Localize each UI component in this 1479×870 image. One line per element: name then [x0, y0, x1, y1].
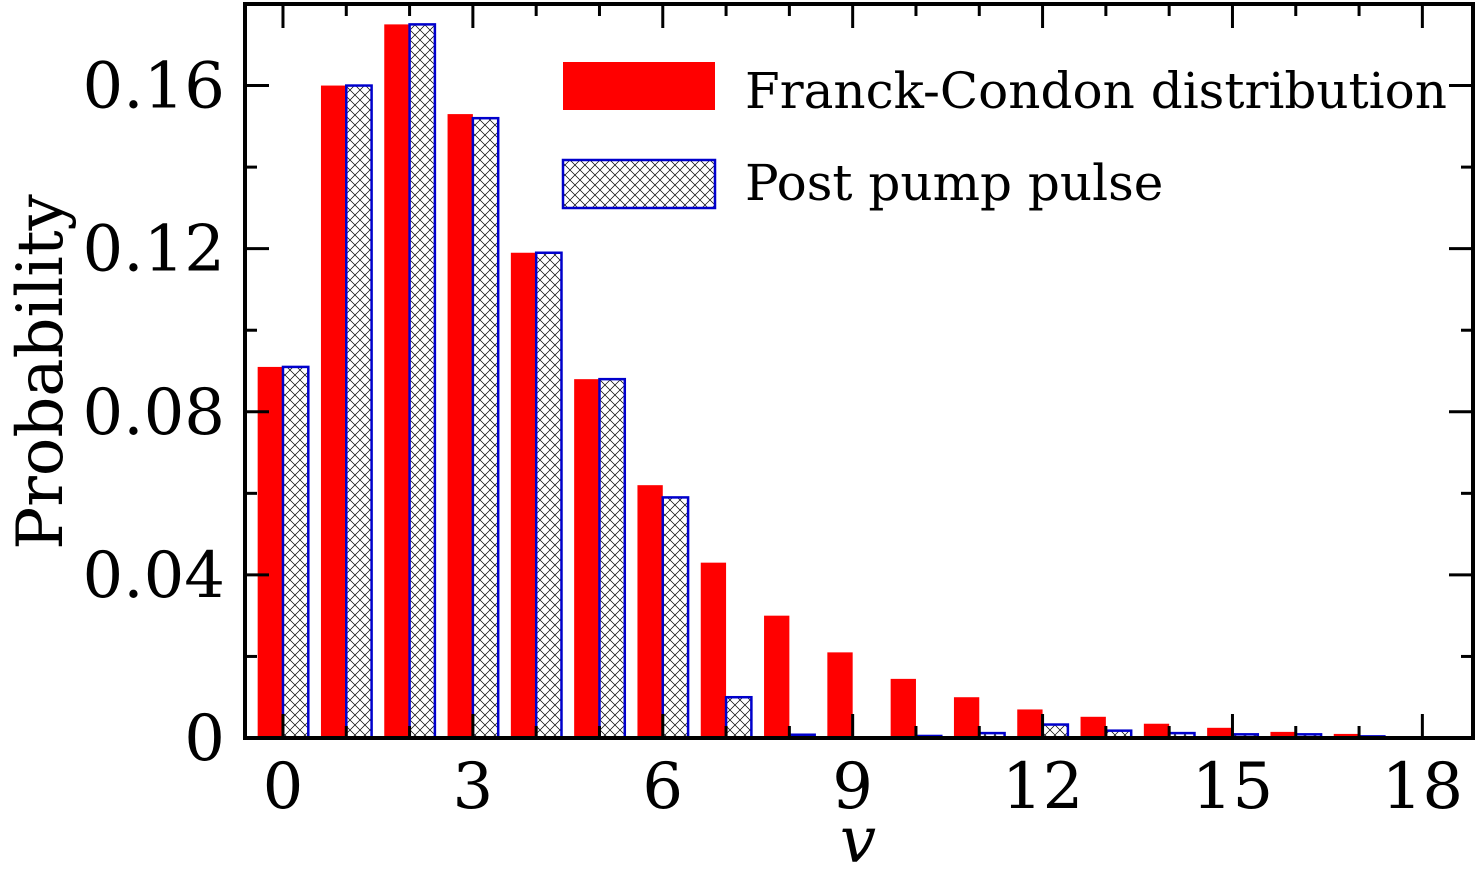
axes-group: [243, 2, 1475, 740]
bar-post-pump: [281, 365, 310, 740]
bar-franck-condon: [890, 678, 916, 738]
bar-post-pump: [534, 251, 563, 740]
bar-franck-condon: [1207, 727, 1233, 738]
bar-franck-condon: [953, 697, 980, 738]
bar-post-pump: [471, 116, 500, 740]
x-axis-label: v: [840, 804, 876, 870]
y-tick-label: 0.16: [83, 50, 226, 124]
legend-label-post-pump: Post pump pulse: [745, 154, 1163, 212]
bar-franck-condon: [1270, 731, 1296, 738]
y-axis-label: Probability: [4, 194, 78, 550]
bar-franck-condon: [764, 615, 790, 738]
bar-post-pump: [724, 695, 753, 740]
plot-frame: [243, 2, 1475, 740]
bar-franck-condon: [257, 366, 283, 738]
x-tick-label: 18: [1382, 750, 1463, 824]
x-tick-label: 9: [832, 750, 873, 824]
legend-swatch-post-pump: [561, 158, 717, 210]
x-tick-label: 6: [642, 750, 683, 824]
x-tick-label: 0: [263, 750, 304, 824]
bar-franck-condon: [384, 24, 410, 738]
tick-labels-group: 0 3 6 9 12 15 18 0 0.04 0.08 0.12 0.16: [83, 50, 1464, 824]
legend-label-franck-condon: Franck-Condon distribution: [745, 62, 1447, 120]
bar-franck-condon: [700, 562, 727, 738]
x-tick-label: 12: [1002, 750, 1083, 824]
bar-franck-condon: [1143, 723, 1170, 738]
y-tick-label: 0: [184, 702, 225, 776]
bar-franck-condon: [827, 652, 853, 738]
bar-post-pump: [661, 496, 690, 740]
bar-franck-condon: [637, 485, 663, 738]
legend: Franck-Condon distribution Post pump pul…: [561, 62, 1447, 212]
bar-franck-condon: [510, 252, 537, 738]
bar-post-pump: [598, 377, 627, 740]
y-tick-label: 0.08: [83, 376, 226, 450]
x-tick-label: 3: [453, 750, 494, 824]
y-tick-label: 0.12: [83, 213, 226, 287]
bar-post-pump: [1041, 723, 1070, 740]
legend-swatch-franck-condon: [563, 62, 715, 110]
bar-franck-condon: [1017, 709, 1043, 738]
bars-group: [257, 23, 1386, 740]
bar-franck-condon: [1333, 733, 1360, 738]
y-tick-label: 0.04: [83, 539, 226, 613]
bar-franck-condon: [574, 379, 600, 738]
bar-post-pump: [345, 84, 373, 740]
bar-franck-condon: [320, 85, 347, 739]
bar-franck-condon: [447, 114, 473, 739]
x-tick-label: 15: [1192, 750, 1273, 824]
bar-post-pump: [408, 23, 437, 740]
bar-franck-condon: [1080, 716, 1106, 738]
